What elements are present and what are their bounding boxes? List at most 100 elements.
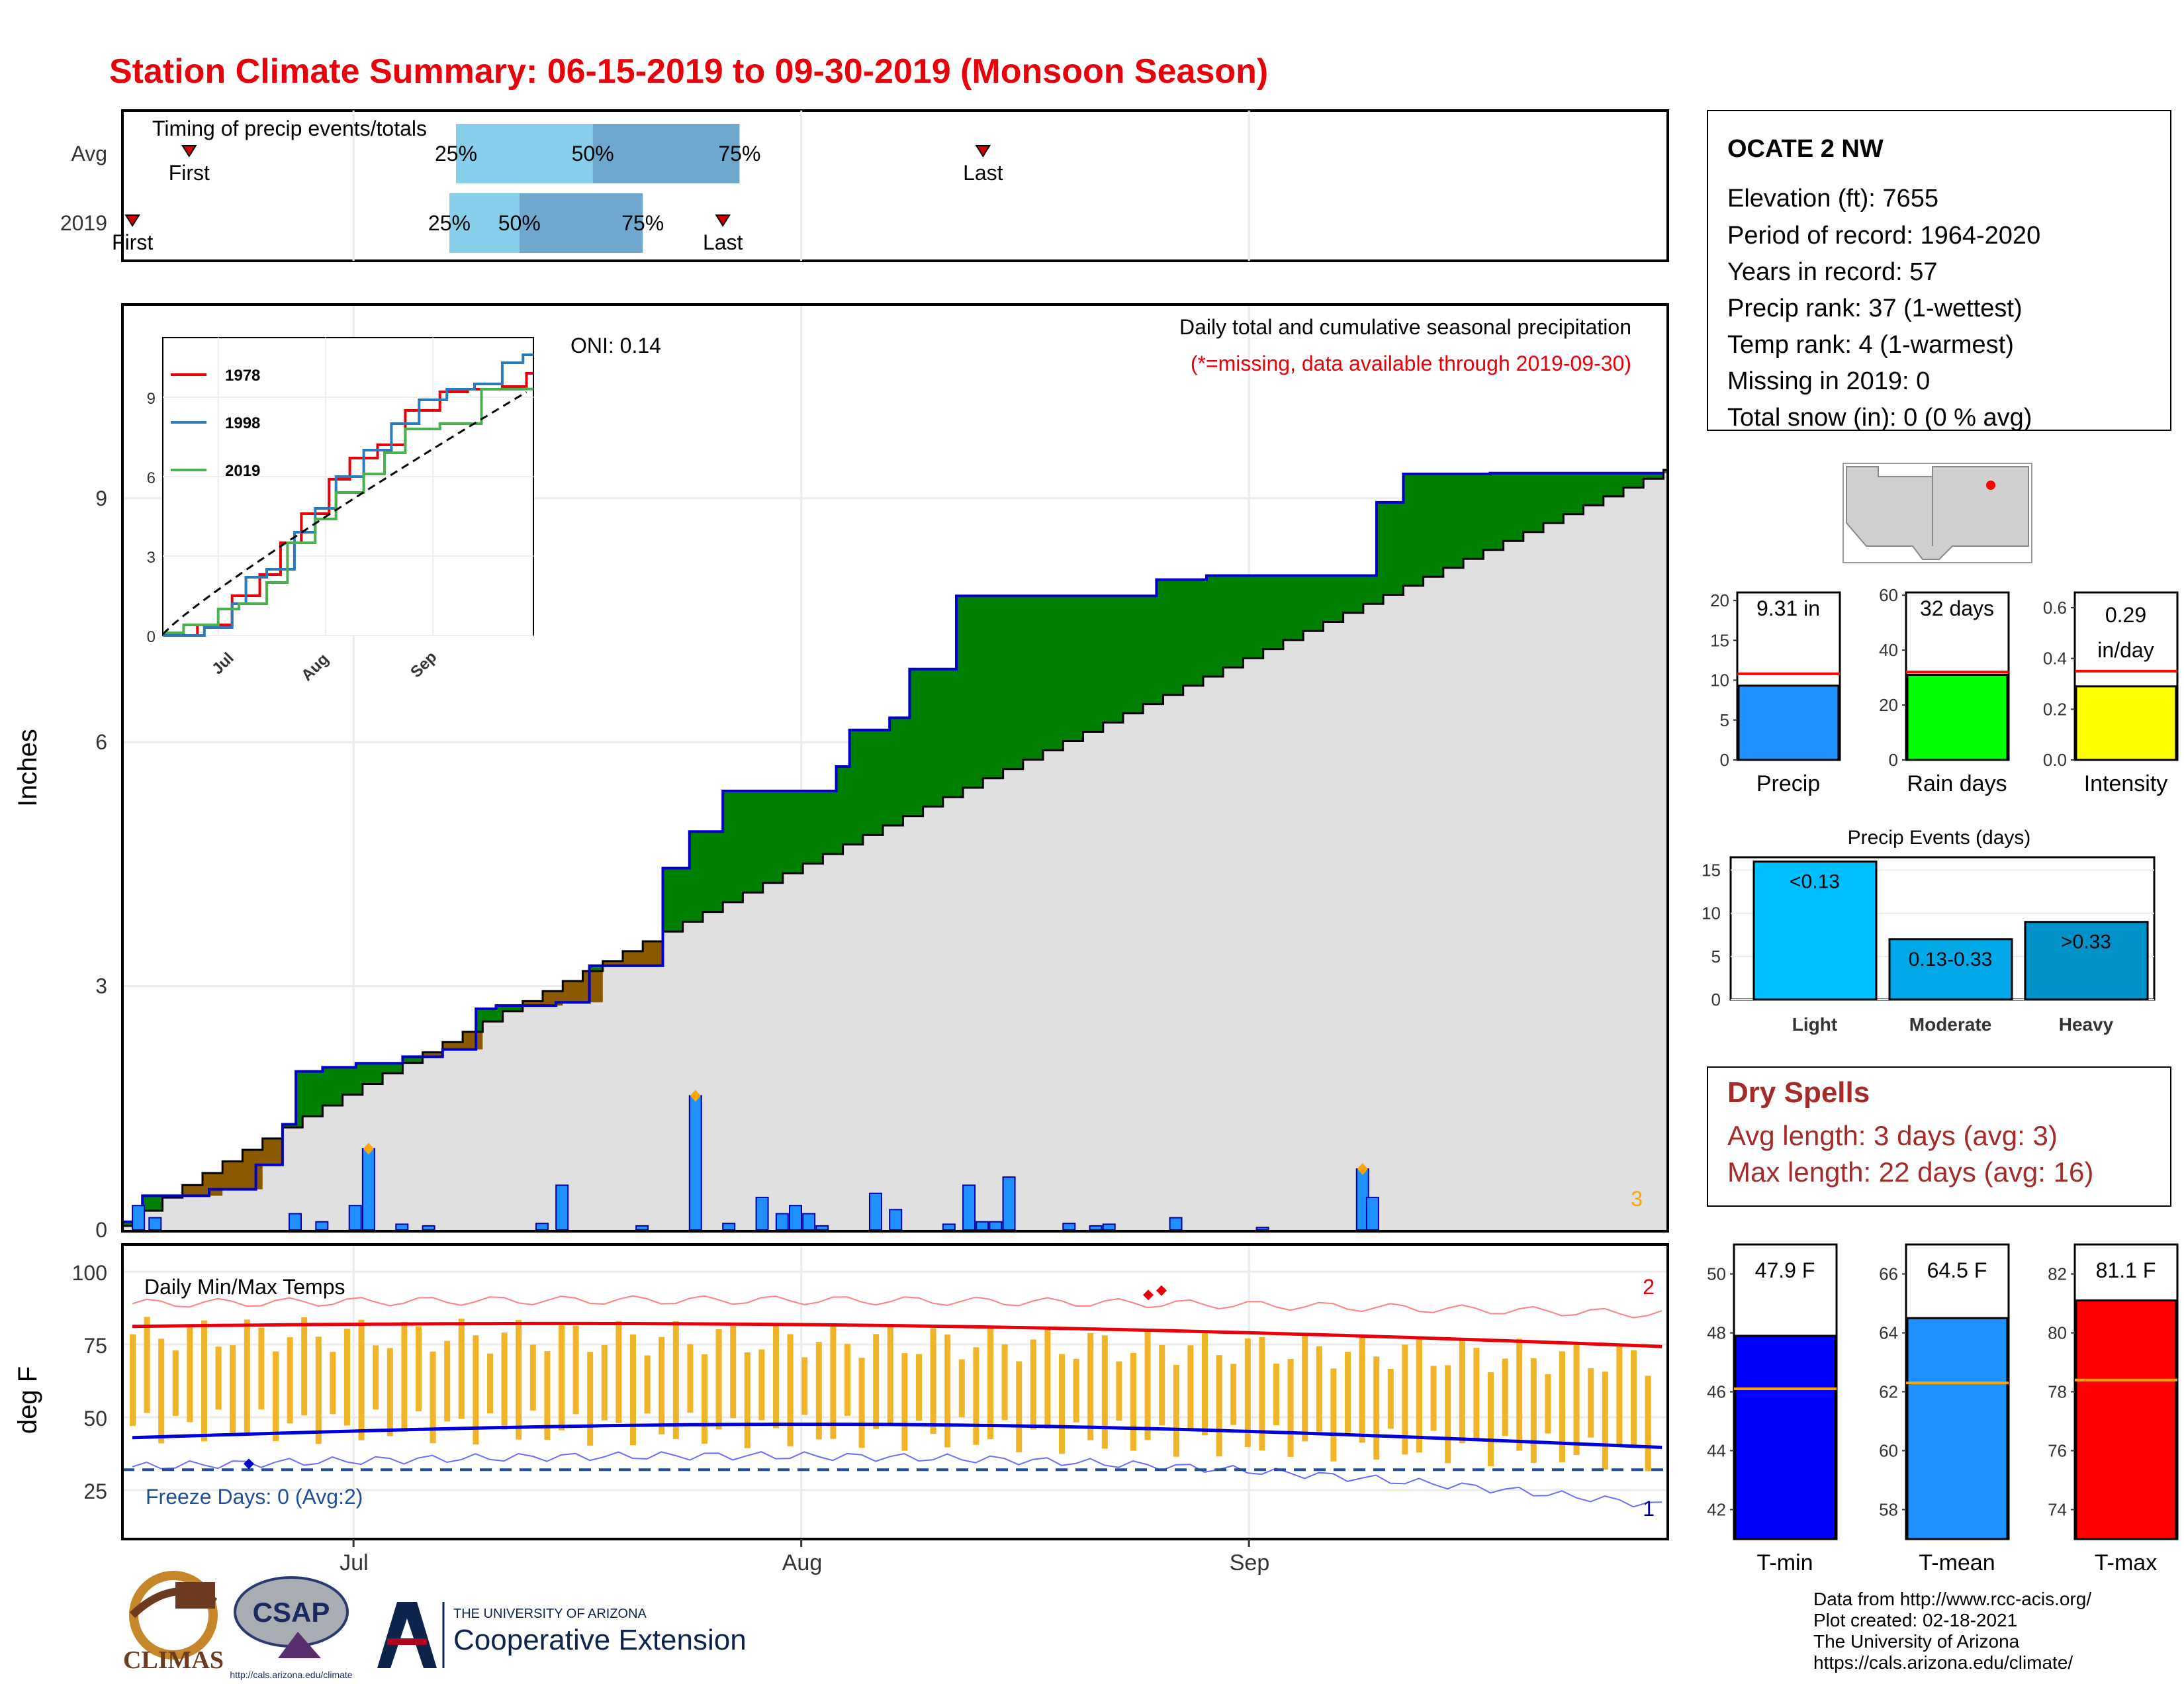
daily-precip-bar: [1002, 1176, 1016, 1231]
temp-summary-ytick-tmax: 82: [2048, 1264, 2067, 1284]
timing-avg-pct-1: 50%: [572, 142, 614, 165]
inset-chart: 0 3 6 9 Jul Aug Sep 1978 1998 2019: [147, 337, 534, 684]
csap-logo-text: CSAP: [253, 1597, 330, 1628]
daily-temp-range-bar: [1387, 1369, 1394, 1429]
daily-temp-range-bar: [1602, 1372, 1608, 1470]
timing-2019-pct-1: 50%: [498, 211, 541, 235]
temp-summary-ytick-tmean: 64: [1879, 1323, 1898, 1343]
daily-temp-range-bar: [615, 1321, 622, 1423]
daily-precip-bar: [942, 1223, 956, 1231]
info-missing: Missing in 2019: 0: [1727, 367, 1930, 395]
events-ytick: 15: [1702, 861, 1721, 880]
temp-summary-ytick-tmin: 42: [1707, 1500, 1726, 1520]
daily-temp-range-bar: [1402, 1344, 1408, 1455]
daily-precip-bar: [962, 1184, 976, 1231]
daily-temp-range-bar: [158, 1338, 165, 1444]
daily-temp-range-bar: [630, 1334, 636, 1446]
temp-summary-chart-tmax: 81.1 F 74 76 78 80 82 T-max: [2048, 1243, 2179, 1575]
daily-precip-bar: [755, 1196, 769, 1231]
temp-summary-ytick-tmax: 80: [2048, 1323, 2067, 1343]
temp-summary-ytick-tmean: 60: [1879, 1441, 1898, 1461]
big-event-marker: [690, 1090, 701, 1102]
daily-temp-range-bar: [1244, 1338, 1251, 1448]
temp-summary-label-tmean: T-mean: [1919, 1550, 1995, 1575]
daily-temp-range-bar: [1159, 1344, 1165, 1426]
timing-avg-first-label: First: [169, 161, 210, 185]
daily-temp-range-bar: [344, 1329, 350, 1426]
timing-row-2019: 2019: [60, 211, 107, 235]
station-name: OCATE 2 NW: [1727, 135, 1884, 163]
daily-precip-bar: [395, 1223, 409, 1231]
daily-precip-bar: [789, 1205, 802, 1231]
daily-temp-range-bar: [973, 1347, 979, 1445]
daily-temp-range-bar: [458, 1319, 465, 1419]
summary-value-raindays: 32 days: [1920, 596, 1994, 620]
temp-summary-chart-tmean: 64.5 F 58 60 62 64 66 T-mean: [1879, 1243, 2010, 1575]
daily-precip-bar: [635, 1225, 649, 1231]
daily-temp-range-bar: [1216, 1355, 1222, 1457]
summary-label-precip: Precip: [1756, 771, 1820, 796]
daily-temp-range-bar: [887, 1327, 893, 1423]
daily-temp-range-bar: [1559, 1351, 1565, 1462]
precip-corner-count: 3: [1631, 1187, 1643, 1211]
dry-spells-box: Dry Spells Avg length: 3 days (avg: 3) M…: [1707, 1066, 2171, 1207]
summary-ytick-raindays: 0: [1889, 750, 1898, 770]
daily-temp-range-bar: [130, 1334, 136, 1427]
summary-bar-raindays: [1906, 673, 2009, 761]
summary-chart-precip: 9.31 in 0 5 10 15 20 Precip: [1710, 590, 1841, 796]
freeze-days-text: Freeze Days: 0 (Avg:2): [146, 1485, 363, 1509]
daily-temp-range-bar: [373, 1345, 379, 1410]
info-snow: Total snow (in): 0 (0 % avg): [1727, 404, 2032, 432]
inset-legend-2019: 2019: [225, 462, 260, 480]
daily-temp-range-bar: [572, 1325, 579, 1415]
csap-url: http://cals.arizona.edu/climate: [230, 1669, 352, 1680]
daily-temp-range-bar: [330, 1352, 336, 1415]
precip-ytick-0: 0: [95, 1218, 107, 1242]
temp-summary-value-tmin: 47.9 F: [1755, 1258, 1815, 1282]
daily-temp-range-bar: [916, 1354, 922, 1421]
summary-bar-intensity: [2075, 685, 2177, 761]
daily-temp-range-bar: [287, 1337, 293, 1424]
daily-temp-range-bar: [858, 1358, 865, 1448]
daily-temp-range-bar: [1287, 1358, 1294, 1457]
daily-precip-bar: [1089, 1225, 1103, 1231]
timing-2019-last-marker: [715, 214, 731, 227]
daily-temp-range-bar: [702, 1354, 707, 1444]
temp-count-low: 1: [1643, 1497, 1655, 1521]
record-high-line: [132, 1295, 1662, 1319]
daily-temp-range-bar: [1473, 1348, 1480, 1439]
big-event-marker: [363, 1143, 374, 1155]
daily-temp-range-bar: [644, 1355, 651, 1414]
daily-temp-range-bar: [672, 1321, 679, 1439]
temp-label: Daily Min/Max Temps: [144, 1275, 345, 1299]
daily-temp-range-bar: [230, 1345, 236, 1433]
daily-temp-range-bar: [601, 1344, 608, 1421]
summary-ytick-precip: 0: [1720, 750, 1729, 770]
daily-temp-range-bar: [1202, 1331, 1208, 1436]
daily-temp-range-bar: [1073, 1358, 1079, 1423]
daily-precip-bar: [815, 1225, 829, 1231]
daily-temp-range-bar: [987, 1326, 993, 1440]
summary-value-precip: 9.31 in: [1756, 596, 1820, 620]
timing-avg-band-50-75: [592, 124, 740, 183]
precip-ytick-9: 9: [95, 487, 107, 510]
daily-precip-bar: [535, 1223, 549, 1231]
precip-note: Daily total and cumulative seasonal prec…: [1179, 315, 1631, 339]
temp-summary-ytick-tmax: 78: [2048, 1382, 2067, 1402]
timing-avg-last-marker: [975, 145, 991, 158]
daily-precip-bar: [315, 1221, 329, 1231]
daily-temp-range-bar: [544, 1351, 551, 1440]
precip-ytick-3: 3: [95, 974, 107, 998]
daily-temp-range-bar: [730, 1326, 737, 1419]
daily-temp-range-bar: [815, 1342, 822, 1440]
daily-precip-bar: [889, 1209, 903, 1231]
summary-bar-precip: [1737, 684, 1840, 761]
events-category: Moderate: [1909, 1014, 1991, 1035]
cum-gray-fill: [122, 473, 1668, 1230]
timing-2019-pct-0: 25%: [428, 211, 471, 235]
inset-ytick-0: 0: [147, 628, 156, 646]
daily-precip-bar: [688, 1095, 702, 1231]
daily-temp-range-bar: [1530, 1358, 1537, 1463]
daily-precip-bar: [148, 1217, 162, 1231]
daily-temp-range-bar: [758, 1349, 765, 1421]
